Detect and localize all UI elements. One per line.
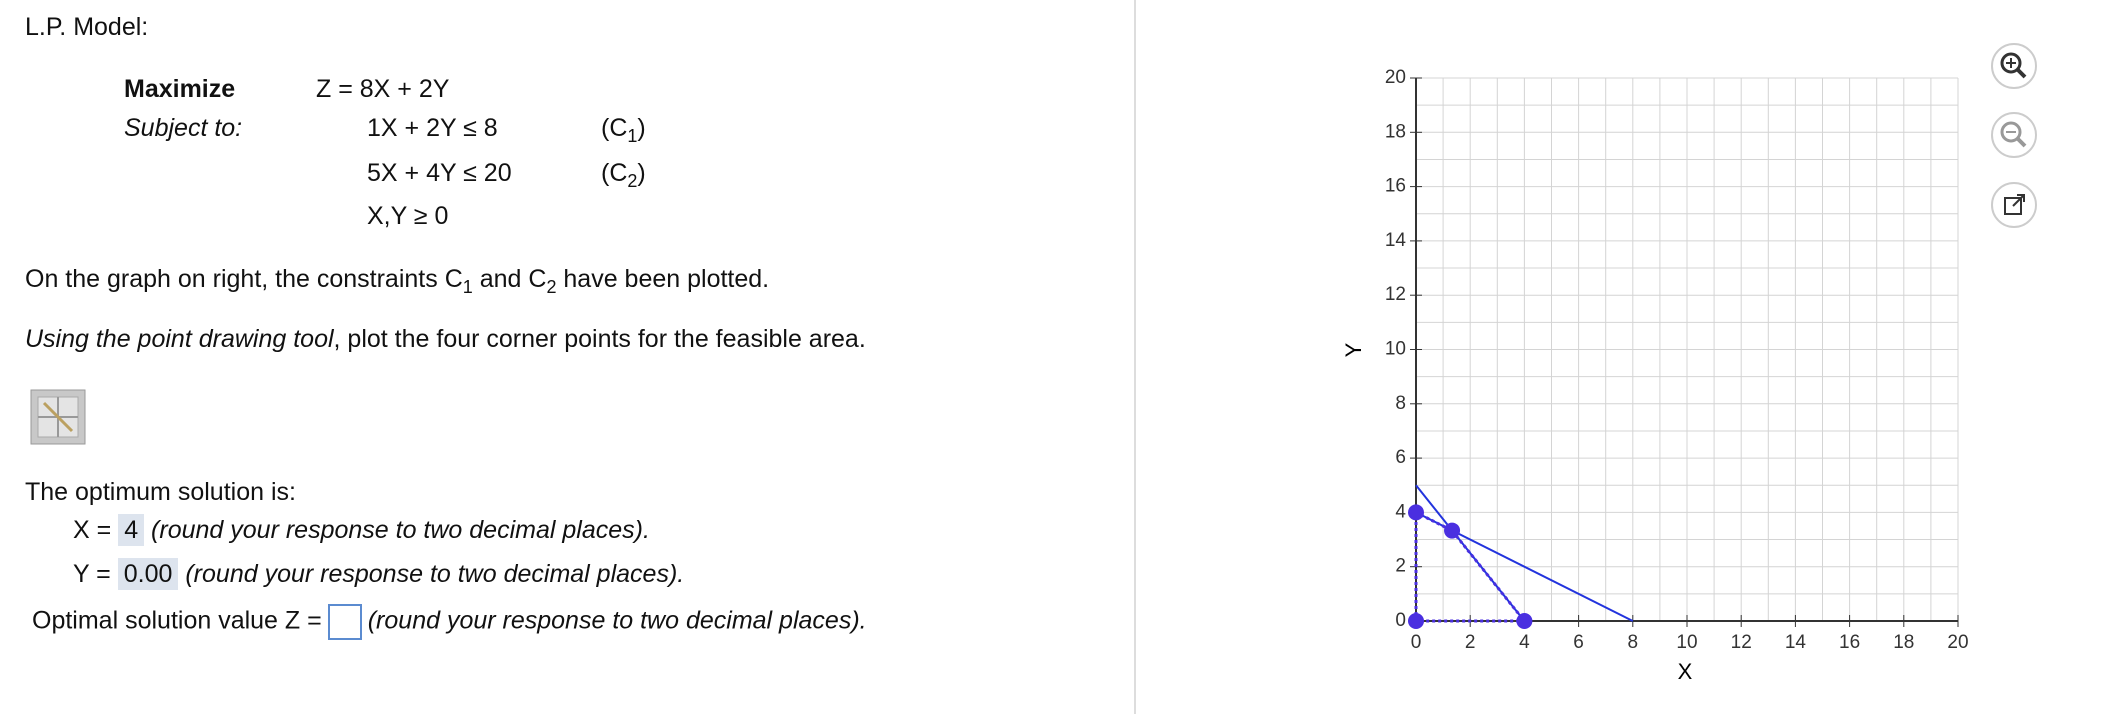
y-tick-label: 6 [1395, 447, 1406, 468]
x-tick-label: 0 [1411, 632, 1422, 653]
objective-label: Maximize [124, 75, 236, 103]
constraint-label: (C1) [601, 113, 646, 151]
answer-box[interactable] [327, 604, 362, 640]
y-tick-label: 18 [1385, 121, 1406, 142]
title: L.P. Model: [25, 13, 149, 41]
x-tick-label: 4 [1519, 632, 1530, 653]
x-tick-label: 12 [1731, 632, 1752, 653]
graph: Y X 0 2 4 6 8 10 12 14 16 18 20 0 2 4 6 8 10 12 14 16 18 20 [1341, 43, 2037, 684]
y-tick-label: 14 [1385, 230, 1407, 251]
subject-label: Subject to: [124, 113, 242, 143]
corner-point [1444, 522, 1461, 539]
label: Y = [73, 560, 111, 588]
subscript: 1 [462, 277, 473, 297]
x-tick-label: 8 [1628, 632, 1639, 653]
answer[interactable]: 4 [118, 514, 145, 546]
solution-z: Optimal solution value Z = (round your re… [32, 604, 867, 640]
x-tick-label: 16 [1839, 632, 1860, 653]
solution-title: The optimum solution is: [25, 478, 296, 506]
note: (round your response to two decimal plac… [367, 606, 867, 635]
label: Optimal solution value Z = [32, 606, 322, 635]
y-tick-label: 12 [1385, 284, 1406, 305]
text: have been plotted. [556, 265, 770, 293]
x-tick-label: 14 [1785, 632, 1807, 653]
y-tick-label: 8 [1395, 393, 1406, 414]
divider [1134, 0, 1136, 714]
corner-point [1408, 613, 1424, 629]
x-tick-label: 20 [1947, 632, 1968, 653]
constraint: 5X + 4Y ≤ 20 [367, 159, 512, 187]
subject-text: Subject to: [124, 114, 243, 142]
solution-x: X = 4 (round your response to two decima… [73, 514, 650, 546]
constraint: X,Y ≥ 0 [367, 202, 449, 230]
y-tick-label: 0 [1395, 610, 1406, 631]
text: (C [601, 159, 628, 187]
y-axis-label: Y [1341, 342, 1366, 357]
x-tick-label: 18 [1893, 632, 1914, 653]
text: (C [601, 114, 628, 142]
instruction: On the graph on right, the constraints C… [25, 264, 769, 302]
constraint-label: (C2) [601, 158, 646, 196]
zoom-in[interactable] [1991, 43, 2037, 89]
constraint: 1X + 2Y ≤ 8 [367, 114, 498, 142]
text: ) [637, 159, 646, 187]
corner-point [1408, 504, 1424, 521]
zoom-out[interactable] [1991, 112, 2037, 158]
x-axis-label: X [1678, 659, 1693, 684]
instruction: Using the point drawing tool, plot the f… [25, 324, 866, 354]
y-tick-label: 16 [1385, 176, 1406, 197]
text: ) [637, 114, 646, 142]
y-tick-label: 4 [1395, 501, 1406, 522]
text: and C [472, 265, 547, 293]
corner-point [1516, 613, 1533, 629]
y-tick-label: 10 [1385, 339, 1406, 360]
subscript: 2 [627, 171, 638, 191]
objective: Z = 8X + 2Y [316, 75, 450, 103]
solution-y: Y = 0.00 (round your response to two dec… [73, 558, 685, 590]
feasible-outline [1414, 509, 1528, 623]
note: (round your response to two decimal plac… [151, 516, 650, 544]
label: X = [73, 516, 112, 544]
text: Using the point drawing tool [25, 325, 334, 353]
y-tick-label: 2 [1395, 556, 1406, 577]
point-tool[interactable] [30, 389, 86, 445]
subscript: 1 [627, 126, 638, 146]
text: , plot the four corner points for the fe… [333, 325, 866, 353]
text: On the graph on right, the constraints C [25, 265, 463, 293]
x-tick-label: 10 [1676, 632, 1697, 653]
pop-out[interactable] [1991, 182, 2037, 228]
x-tick-label: 6 [1573, 632, 1584, 653]
answer[interactable]: 0.00 [117, 558, 179, 590]
note: (round your response to two decimal plac… [185, 560, 685, 588]
subscript: 2 [546, 277, 557, 297]
y-tick-label: 20 [1385, 67, 1406, 88]
x-tick-label: 2 [1465, 632, 1476, 653]
